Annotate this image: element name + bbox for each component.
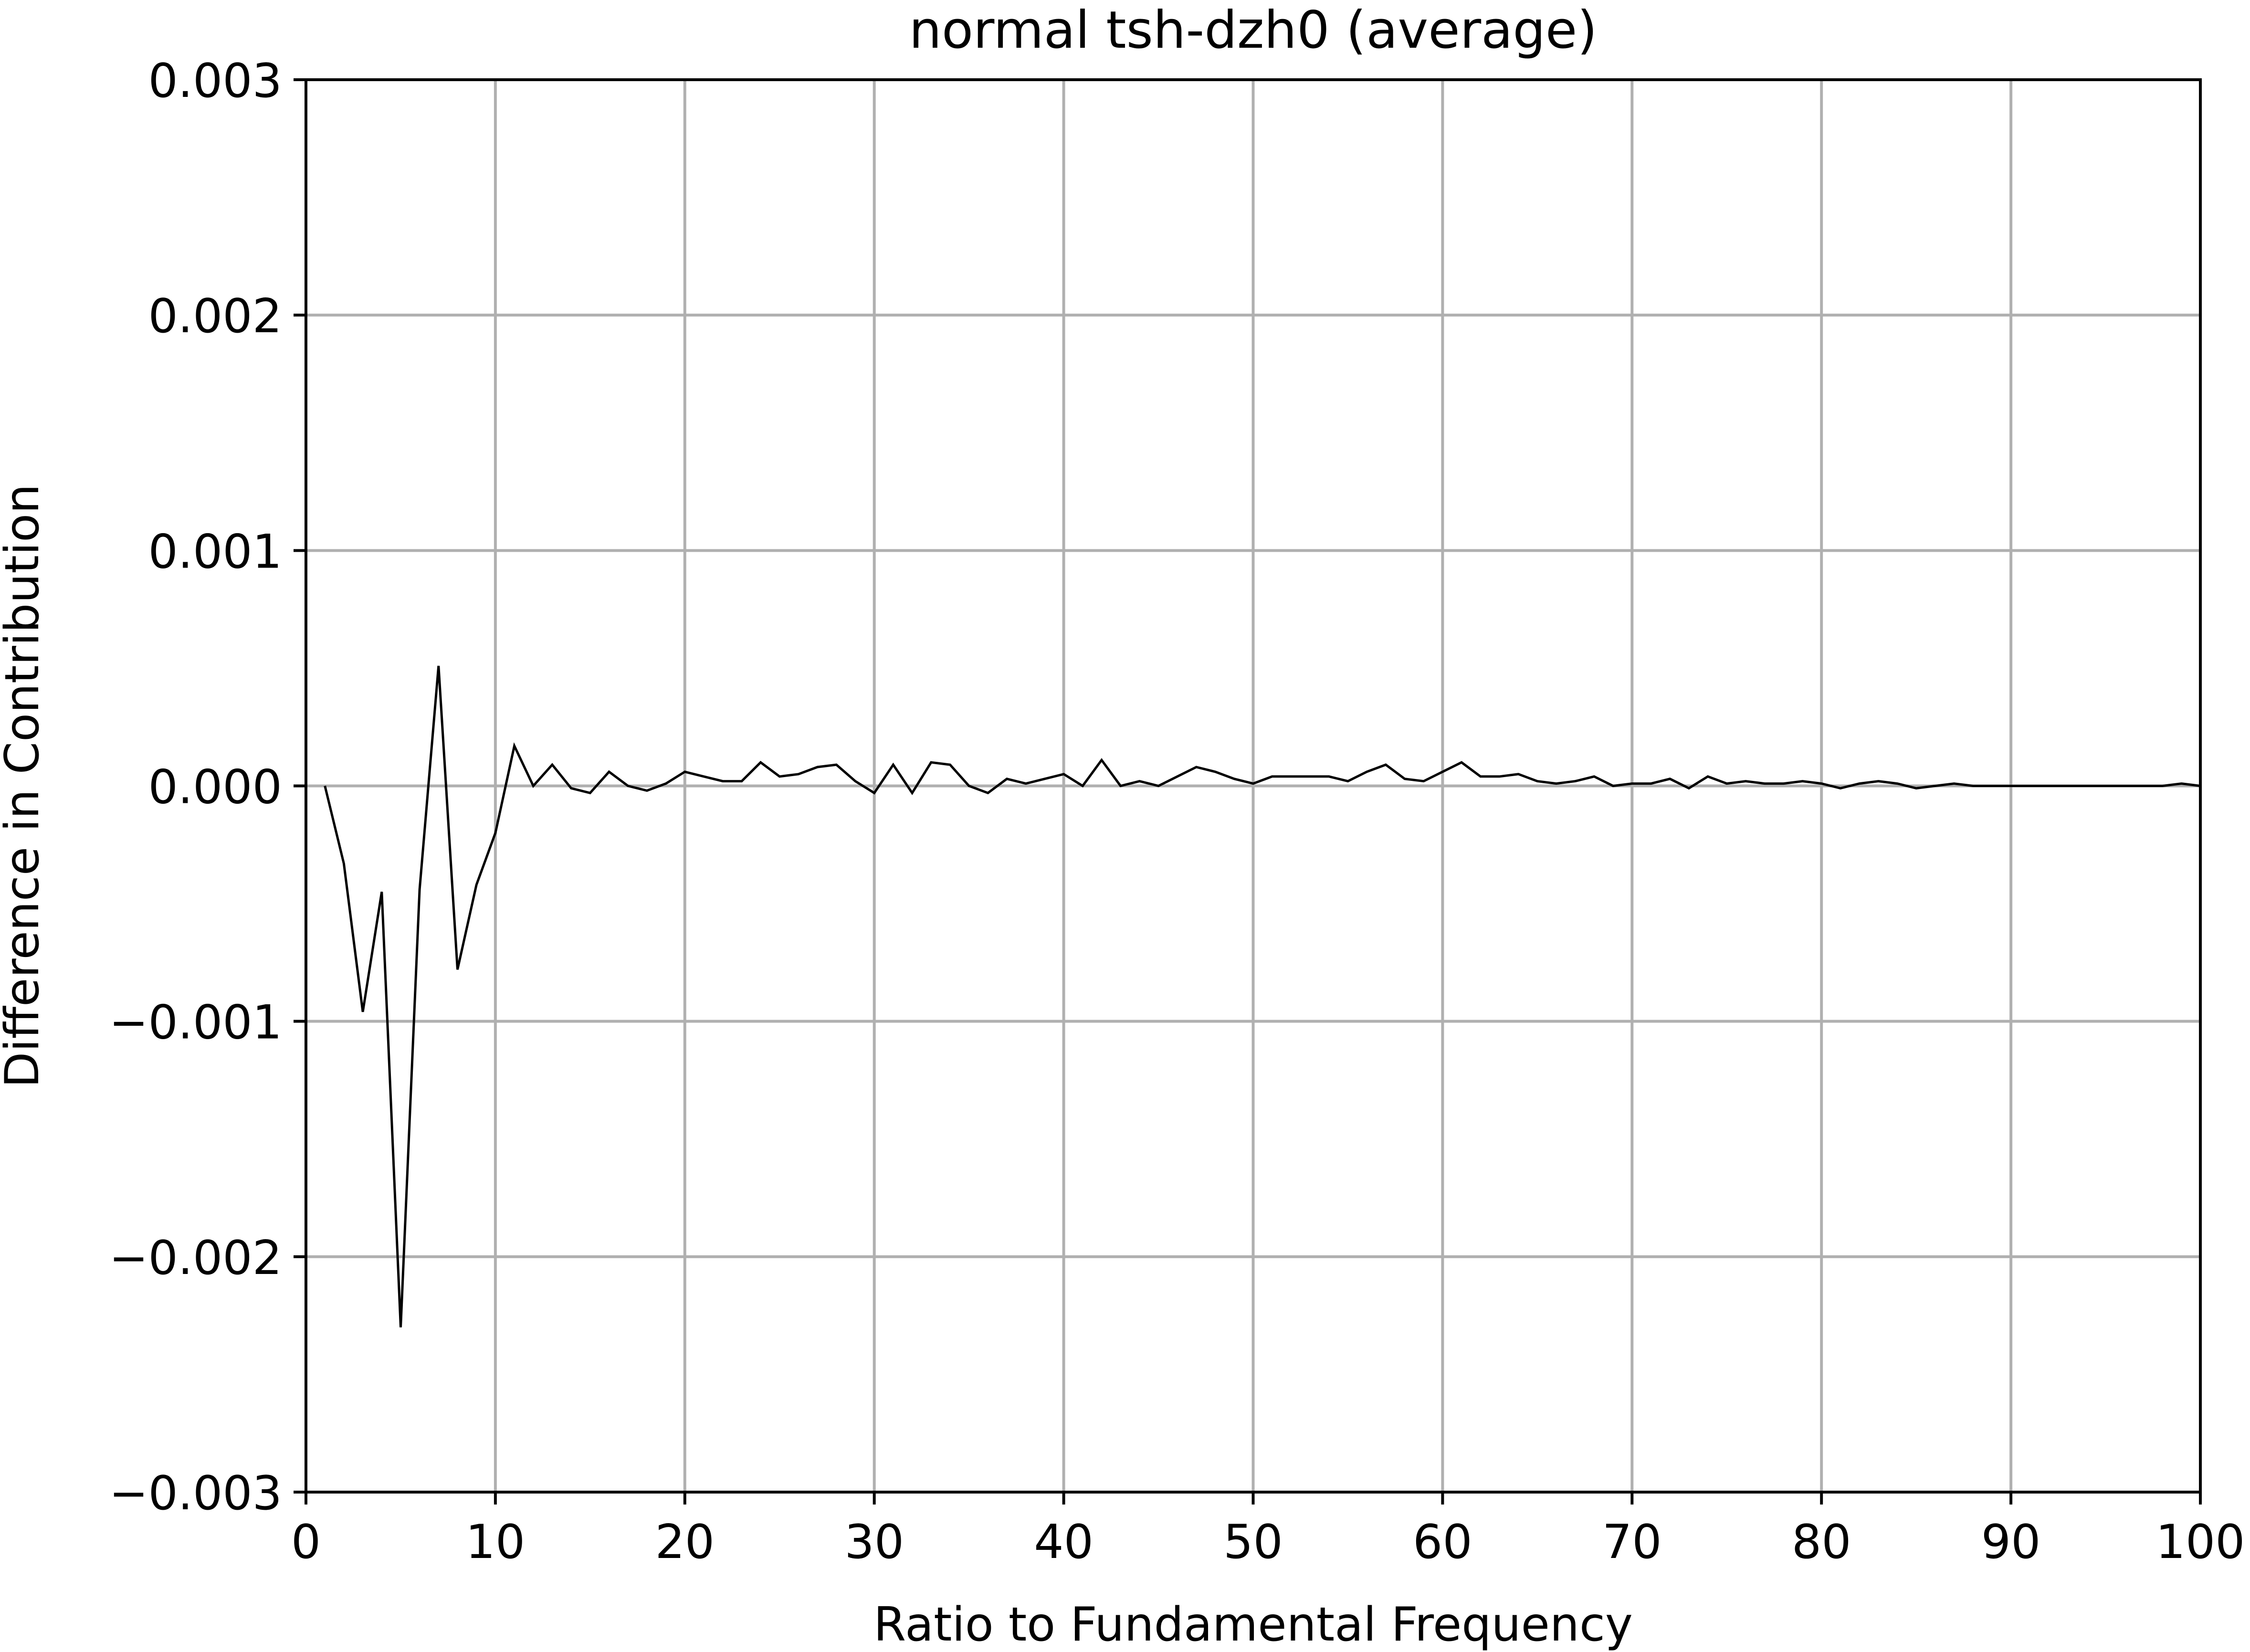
x-tick-label: 80	[1792, 1515, 1851, 1569]
x-tick-label: 20	[655, 1515, 715, 1569]
y-tick-label: −0.002	[109, 1231, 282, 1285]
x-tick-label: 50	[1223, 1515, 1283, 1569]
series-layer	[324, 665, 2201, 1327]
y-tick-label: 0.003	[148, 54, 282, 108]
y-axis: −0.003 −0.002 −0.001 0.000 0.001 0.002 0.003	[109, 54, 306, 1521]
x-tick-label: 60	[1413, 1515, 1472, 1569]
x-tick-label: 100	[2155, 1515, 2245, 1569]
chart-title: normal tsh-dzh0 (average)	[909, 0, 1598, 60]
x-axis-label: Ratio to Fundamental Frequency	[873, 1598, 1633, 1652]
y-axis-label: Difference in Contribution	[0, 484, 50, 1088]
x-tick-label: 0	[291, 1515, 321, 1569]
y-tick-label: 0.001	[148, 525, 282, 579]
y-tick-label: 0.000	[148, 760, 282, 815]
x-tick-label: 40	[1034, 1515, 1093, 1569]
x-tick-label: 10	[466, 1515, 526, 1569]
x-tick-label: 90	[1981, 1515, 2041, 1569]
series-line	[324, 665, 2201, 1327]
grid-lines	[305, 78, 2202, 1494]
x-tick-label: 30	[844, 1515, 904, 1569]
x-axis: 0 10 20 30 40 50 60 70 80 90 100	[291, 1492, 2245, 1569]
y-tick-label: −0.001	[109, 996, 282, 1050]
y-tick-label: 0.002	[148, 289, 282, 344]
y-tick-label: −0.003	[109, 1466, 282, 1521]
x-tick-label: 70	[1602, 1515, 1662, 1569]
